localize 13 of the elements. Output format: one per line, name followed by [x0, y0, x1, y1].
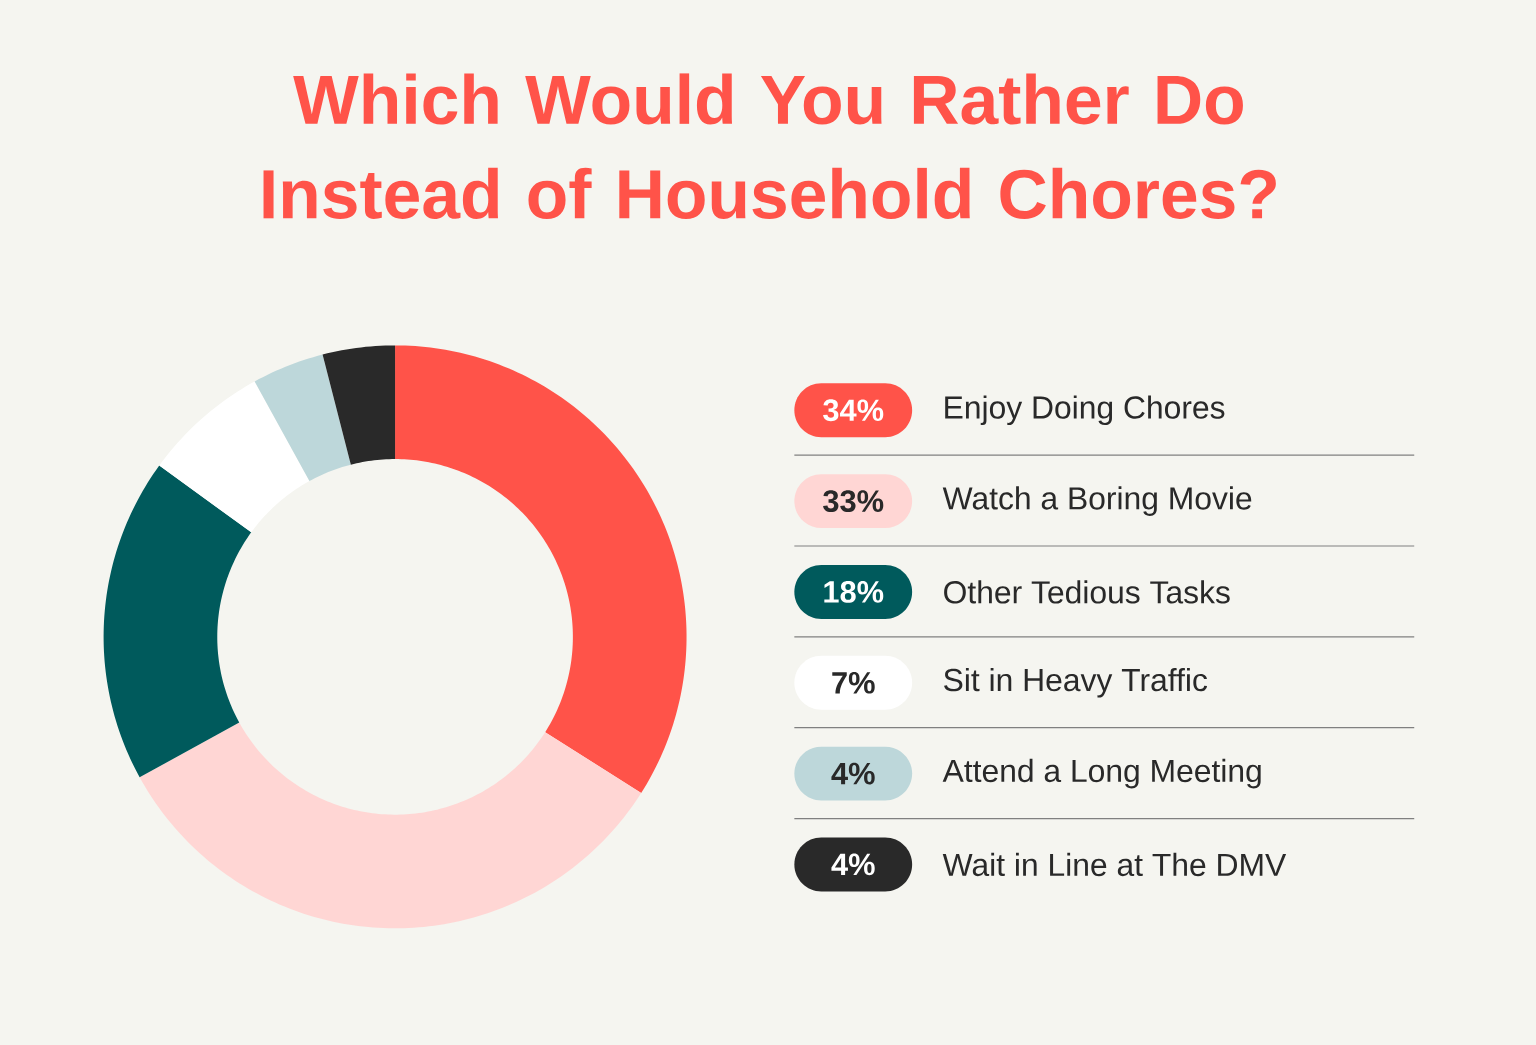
- chart-title: Which Would You Rather Do Instead of Household Chores?: [263, 73, 1276, 219]
- data-label: 4%: [831, 762, 875, 785]
- data-label: 18%: [824, 580, 884, 603]
- data-label: 33%: [823, 490, 884, 512]
- legend-label: Wait in Line at The DMV: [942, 852, 1287, 877]
- data-label: 4%: [831, 853, 875, 876]
- legend-label: Watch a Boring Movie: [942, 486, 1252, 516]
- legend-label: Attend a Long Meeting: [942, 758, 1261, 789]
- data-label: 34%: [823, 399, 884, 422]
- data-label: 7%: [832, 671, 875, 694]
- legend-label: Other Tedious Tasks: [944, 580, 1230, 604]
- legend-label: Enjoy Doing Chores: [945, 395, 1225, 426]
- legend-label: Sit in Heavy Traffic: [944, 667, 1208, 698]
